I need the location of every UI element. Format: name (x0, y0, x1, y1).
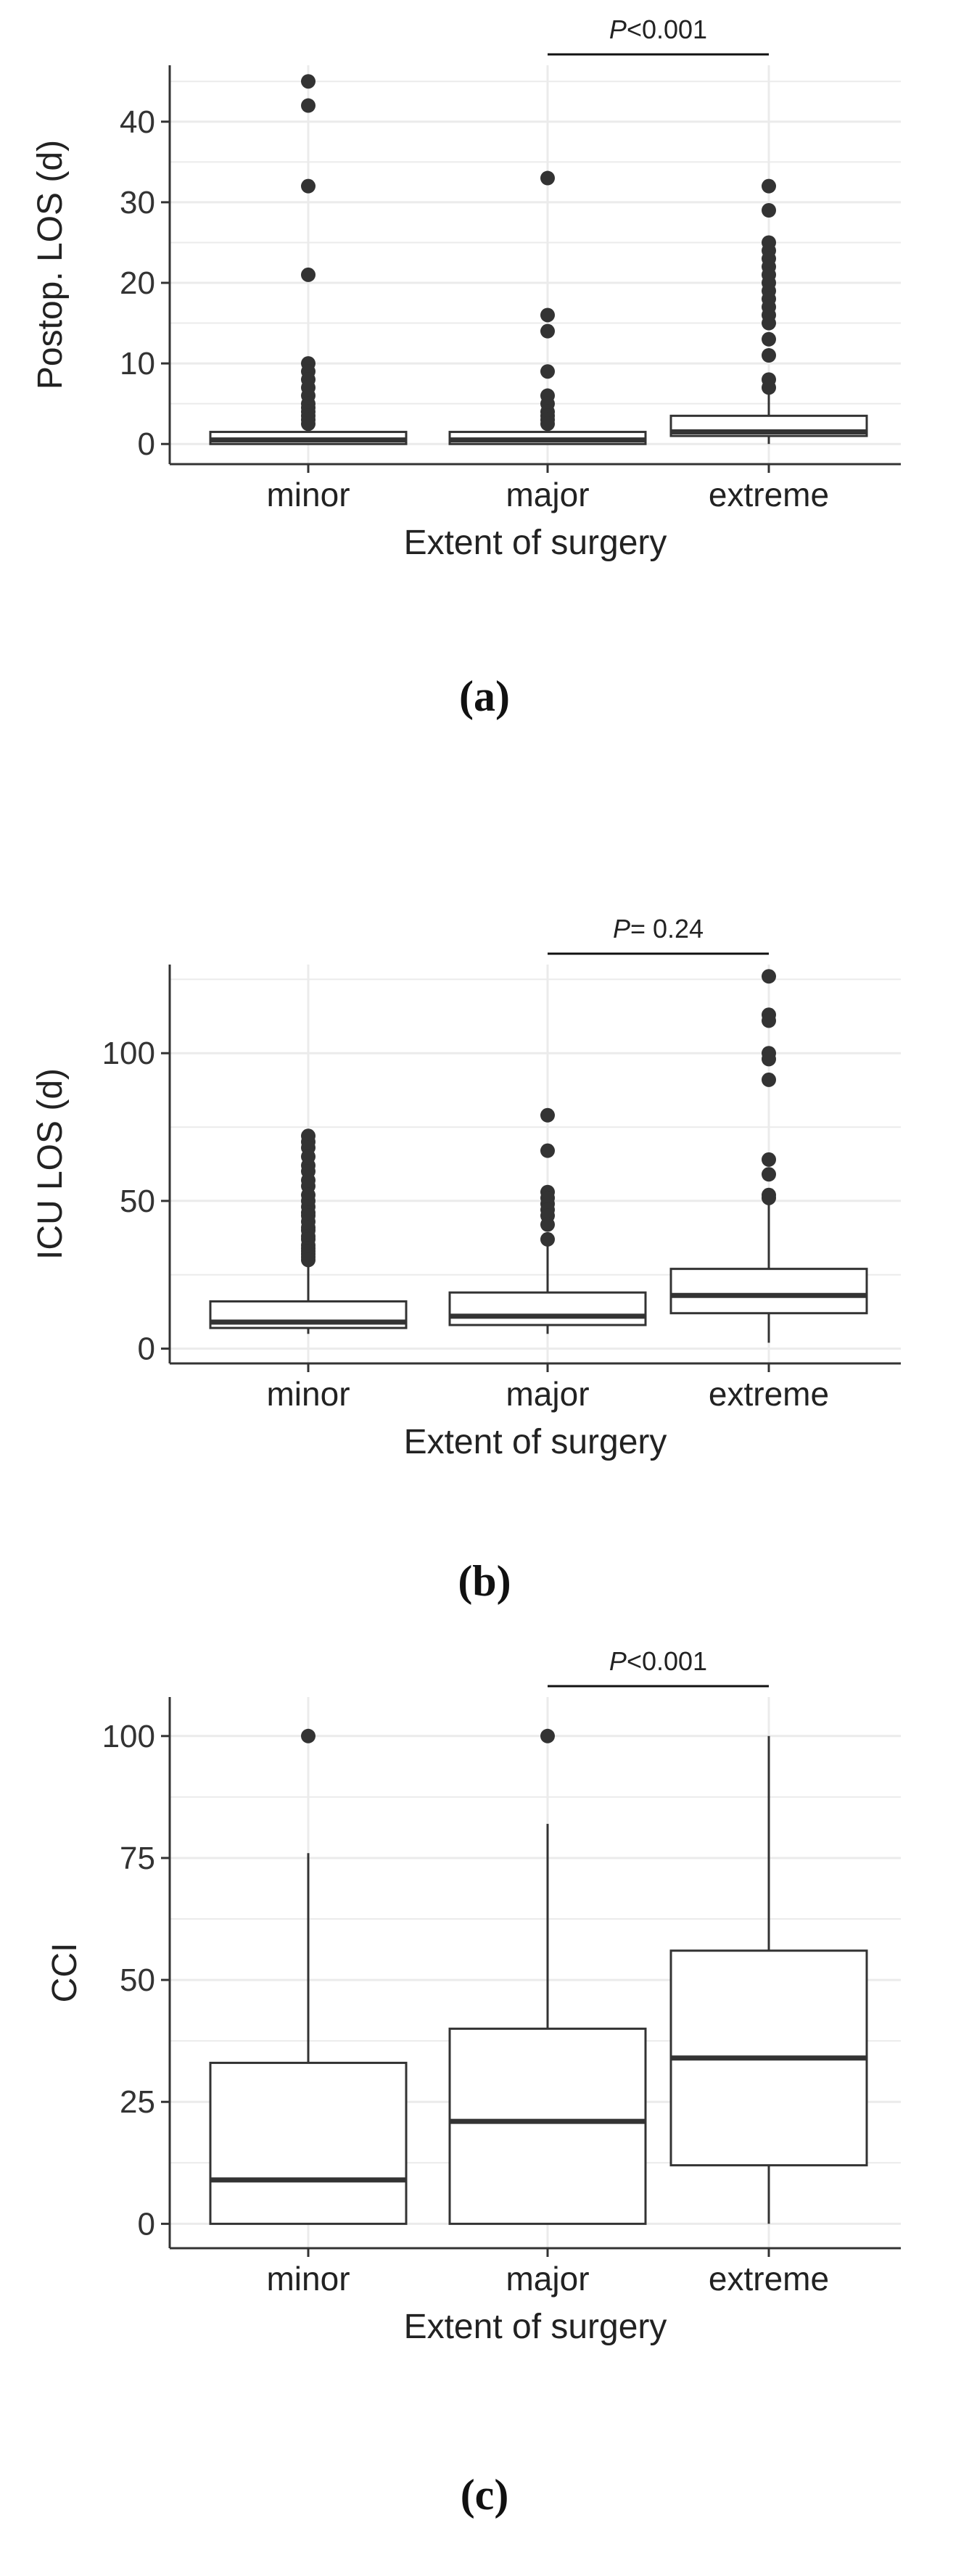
box-iqr (448, 2027, 647, 2225)
x-tick-label: minor (266, 2260, 350, 2298)
y-tick-label: 40 (120, 104, 155, 140)
box-major (448, 1728, 647, 2225)
box-iqr (669, 1268, 868, 1315)
p-value-symbol: P (613, 914, 630, 944)
p-value-text: = 0.24 (630, 914, 704, 944)
outlier-point (540, 170, 555, 186)
x-tick-label: major (506, 476, 589, 513)
outlier-point (301, 1728, 316, 1743)
y-tick-label: 30 (120, 185, 155, 220)
outlier-point (540, 323, 555, 339)
box-iqr (448, 1291, 647, 1326)
outlier-point (540, 1107, 555, 1123)
chart-panel-1: 0 10 20 30 40 minor major extreme Extent of surg… (31, 15, 901, 720)
outlier-point (540, 307, 555, 323)
outlier-point (301, 74, 316, 89)
outlier-point (301, 98, 316, 113)
box-iqr (209, 2061, 408, 2225)
outlier-point (762, 1152, 776, 1167)
y-tick-label: 0 (138, 2206, 155, 2242)
x-tick-label: major (506, 2260, 589, 2298)
x-tick-label: major (506, 1375, 589, 1413)
box-major (448, 1107, 647, 1334)
box-major (448, 170, 647, 445)
panel-label: (c) (461, 2471, 509, 2519)
outlier-point (301, 178, 316, 194)
p-value-symbol: P (609, 1646, 627, 1676)
outlier-point (301, 1252, 316, 1268)
chart-panel-2: 0 50 100 minor major extreme Extent of surgery… (31, 914, 901, 1605)
outlier-point (762, 969, 776, 984)
outlier-point (540, 1231, 555, 1247)
p-value-text: <0.001 (627, 15, 707, 44)
y-tick-label: 100 (102, 1036, 155, 1071)
outlier-point (762, 1072, 776, 1087)
y-axis-title: ICU LOS (d) (31, 1068, 70, 1260)
box-extreme (669, 178, 868, 445)
panel-label: (a) (459, 672, 510, 720)
outlier-point (301, 267, 316, 282)
chart-panel-3: 0 25 50 75 100 minor major extreme Extent of sur… (46, 1646, 901, 2519)
outlier-point (762, 1013, 776, 1028)
p-value-text: <0.001 (627, 1646, 707, 1676)
box-minor (209, 1728, 408, 2225)
x-tick-label: minor (266, 476, 350, 513)
y-tick-label: 0 (138, 1332, 155, 1367)
outlier-point (762, 203, 776, 218)
y-tick-label: 0 (138, 426, 155, 462)
outlier-point (762, 1052, 776, 1067)
x-tick-label: extreme (709, 1375, 829, 1413)
outlier-point (762, 1190, 776, 1205)
outlier-point (762, 315, 776, 331)
y-tick-label: 100 (102, 1719, 155, 1754)
y-tick-label: 50 (120, 1962, 155, 1998)
outlier-point (762, 380, 776, 395)
y-tick-label: 10 (120, 346, 155, 381)
p-value-label: P<0.001 (609, 1646, 707, 1676)
y-tick-label: 50 (120, 1184, 155, 1219)
outlier-point (301, 416, 316, 432)
p-value-label: P<0.001 (609, 15, 707, 44)
box-minor (209, 74, 408, 445)
p-value-symbol: P (609, 15, 627, 44)
outlier-point (762, 178, 776, 194)
y-tick-label: 25 (120, 2084, 155, 2120)
y-tick-label: 75 (120, 1841, 155, 1876)
outlier-point (540, 416, 555, 432)
x-tick-label: minor (266, 1375, 350, 1413)
y-axis-title: CCI (46, 1943, 84, 2003)
x-axis-title: Extent of surgery (404, 1423, 667, 1461)
p-value-label: P= 0.24 (613, 914, 704, 944)
y-axis-title: Postop. LOS (d) (31, 140, 70, 389)
y-tick-label: 20 (120, 265, 155, 301)
outlier-point (762, 1167, 776, 1182)
x-tick-label: extreme (709, 2260, 829, 2298)
x-tick-label: extreme (709, 476, 829, 513)
outlier-point (762, 331, 776, 347)
outlier-point (762, 348, 776, 363)
panel-label: (b) (458, 1557, 511, 1605)
box-minor (209, 1128, 408, 1334)
x-axis-title: Extent of surgery (404, 524, 667, 562)
box-extreme (669, 969, 868, 1343)
x-axis-title: Extent of surgery (404, 2308, 667, 2346)
outlier-point (540, 1728, 555, 1743)
outlier-point (540, 364, 555, 379)
outlier-point (540, 1143, 555, 1158)
box-extreme (669, 1735, 868, 2224)
outlier-point (540, 1217, 555, 1232)
